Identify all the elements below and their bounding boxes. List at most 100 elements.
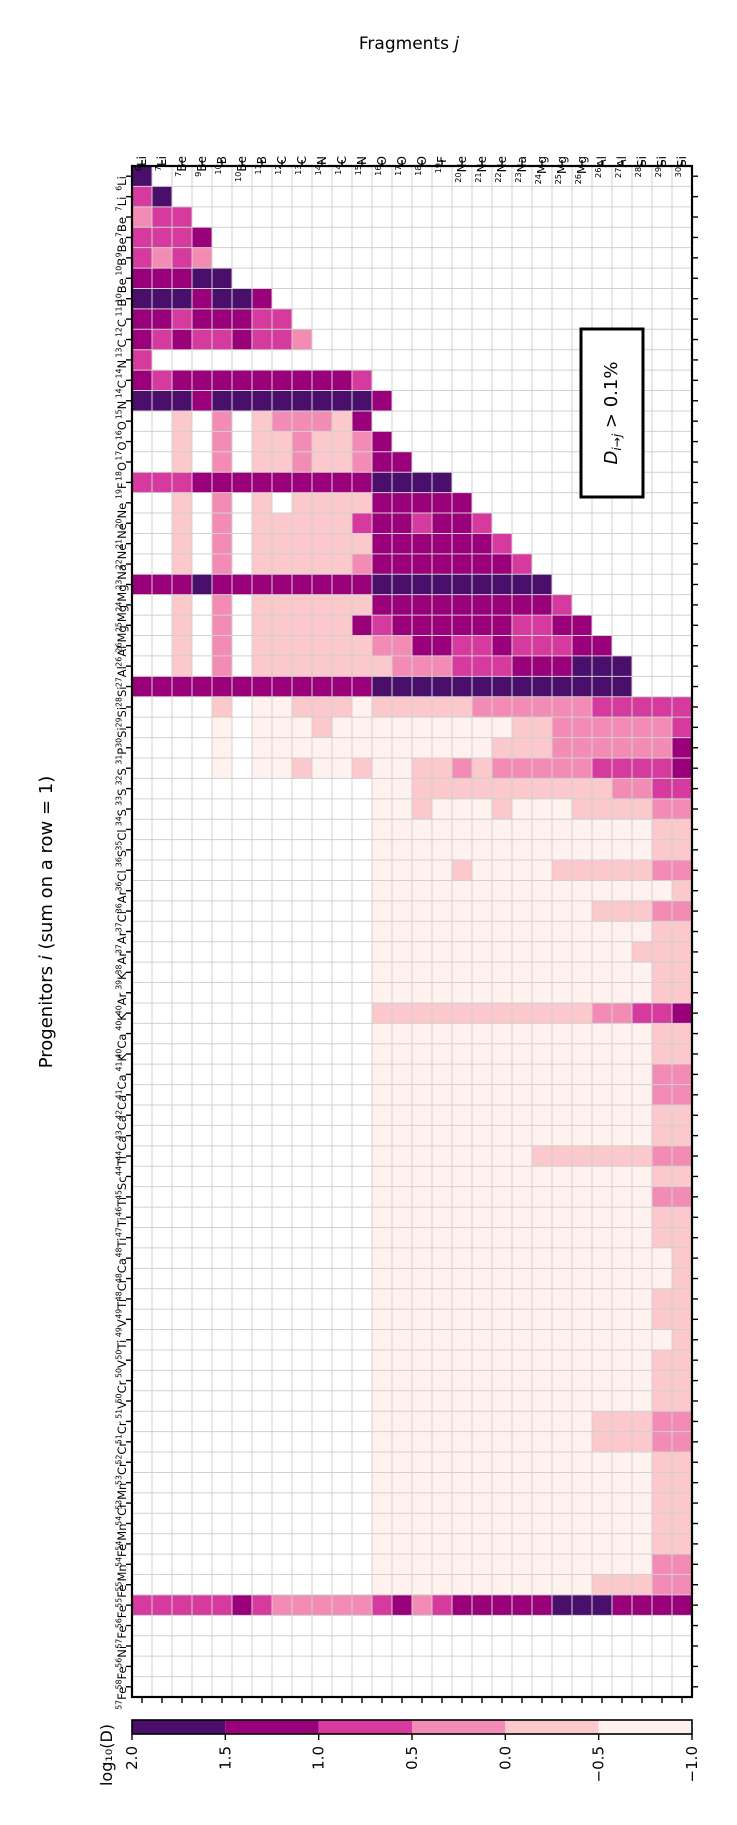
tick-label: 16O [373, 156, 389, 176]
heatmap-cell [672, 1390, 692, 1412]
heatmap-cell [412, 1125, 432, 1146]
heatmap-cell [292, 594, 312, 616]
heatmap-cell [612, 757, 632, 779]
heatmap-cell [492, 757, 512, 779]
heatmap-cell [512, 574, 532, 595]
heatmap-cell [372, 431, 392, 452]
heatmap-cell [532, 615, 552, 636]
heatmap-cell [372, 819, 392, 840]
heatmap-cell [572, 1105, 592, 1126]
heatmap-cell [592, 1288, 612, 1310]
heatmap-cell [492, 1574, 512, 1595]
heatmap-cell [472, 1370, 492, 1391]
heatmap-cell [672, 1288, 692, 1310]
colorbar-segment [225, 1720, 319, 1734]
heatmap-cell [432, 1227, 452, 1248]
heatmap-cell [472, 594, 492, 616]
heatmap-cell [412, 1166, 432, 1187]
heatmap-cell [412, 472, 432, 493]
heatmap-cell [432, 1309, 452, 1330]
heatmap-cell [432, 1288, 452, 1310]
heatmap-cell [532, 1574, 552, 1595]
heatmap-cell [372, 798, 392, 820]
heatmap-cell [632, 880, 652, 901]
heatmap-cell [352, 451, 372, 473]
heatmap-cell [312, 472, 332, 493]
heatmap-cell [652, 778, 672, 799]
heatmap-cell [352, 574, 372, 595]
heatmap-cell [412, 1084, 432, 1106]
heatmap-cell [192, 574, 212, 595]
heatmap-cell [132, 268, 152, 289]
heatmap-cell [672, 941, 692, 963]
heatmap-cell [412, 1452, 432, 1473]
heatmap-cell [432, 1023, 452, 1044]
heatmap-cell [572, 880, 592, 901]
heatmap-cell [552, 1105, 572, 1126]
heatmap-cell [532, 1166, 552, 1187]
heatmap-cell [412, 1247, 432, 1269]
heatmap-cell [172, 676, 192, 697]
heatmap-cell [412, 1227, 432, 1248]
heatmap-cell [612, 1349, 632, 1371]
heatmap-cell [572, 941, 592, 963]
heatmap-cell [612, 982, 632, 1003]
heatmap-cell [592, 1105, 612, 1126]
colorbar-label: log₁₀(D) [97, 1724, 116, 1786]
heatmap-cell [592, 737, 612, 758]
heatmap-cell [652, 1288, 672, 1310]
tick-label: 43Ca [114, 1115, 129, 1140]
heatmap-cell [552, 1268, 572, 1289]
heatmap-cell [412, 1431, 432, 1453]
heatmap-cell [372, 757, 392, 779]
heatmap-cell [592, 1513, 612, 1534]
heatmap-cell [532, 1370, 552, 1391]
tick-label: 48Ti [114, 1238, 129, 1258]
heatmap-cell [372, 1288, 392, 1310]
heatmap-cell [592, 1452, 612, 1473]
heatmap-cell [652, 921, 672, 942]
heatmap-cell [252, 390, 272, 411]
heatmap-cell [572, 1390, 592, 1412]
heatmap-cell [612, 1411, 632, 1432]
heatmap-cell [392, 1145, 412, 1167]
heatmap-cell [332, 737, 352, 758]
heatmap-cell [452, 1492, 472, 1514]
tick-label: 7Li [153, 156, 169, 171]
tick-label: 19F [114, 482, 129, 499]
heatmap-cell [212, 615, 232, 636]
heatmap-cell [392, 1125, 412, 1146]
tick-label: 45Sc [114, 1176, 129, 1200]
heatmap-cell [472, 941, 492, 963]
heatmap-cell [392, 451, 412, 473]
heatmap-cell [392, 1309, 412, 1330]
tick-label: 7Li [114, 197, 129, 212]
heatmap-cell [132, 288, 152, 309]
tick-label: 14C [114, 380, 129, 398]
heatmap-cell [472, 513, 492, 534]
heatmap-cell [532, 1329, 552, 1350]
heatmap-cell [412, 982, 432, 1003]
heatmap-cell [492, 1186, 512, 1208]
heatmap-cell [132, 247, 152, 269]
heatmap-cell [212, 329, 232, 350]
heatmap-cell [652, 1452, 672, 1473]
heatmap-cell [252, 757, 272, 779]
heatmap-cell [412, 921, 432, 942]
heatmap-cell [452, 1105, 472, 1126]
heatmap-cell [192, 308, 212, 330]
heatmap-cell [492, 1513, 512, 1534]
heatmap-cell [472, 1166, 492, 1187]
heatmap-cell [392, 737, 412, 758]
tick-label: 19F [433, 156, 449, 173]
heatmap-cell [572, 737, 592, 758]
heatmap-cell [412, 778, 432, 799]
heatmap-cell [652, 717, 672, 738]
tick-label: 44Ti [114, 1156, 129, 1176]
heatmap-cell [572, 1533, 592, 1555]
heatmap-cell [592, 1268, 612, 1289]
heatmap-cell [672, 1431, 692, 1453]
heatmap-cell [412, 717, 432, 738]
heatmap-cell [172, 268, 192, 289]
heatmap-cell [372, 921, 392, 942]
